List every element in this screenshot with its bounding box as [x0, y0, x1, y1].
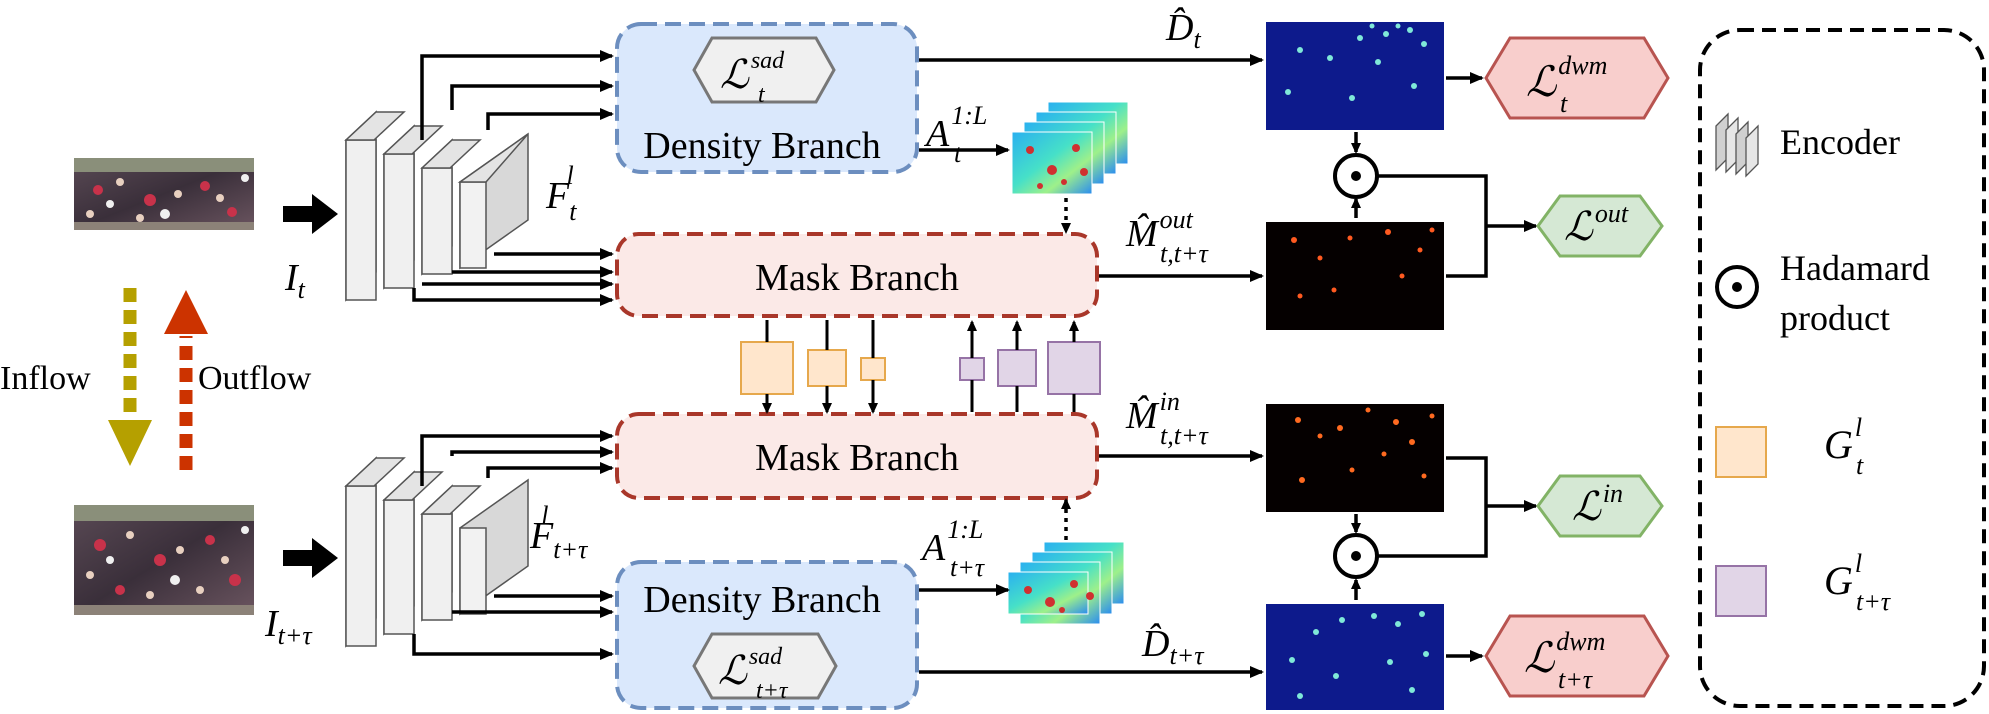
inflow-arrow	[108, 288, 152, 466]
bottom-input-label: It+τ	[264, 603, 313, 650]
density-map-bottom	[1266, 604, 1444, 710]
merge-to-out-loss	[1377, 174, 1538, 278]
legend: Encoder Hadamard product Gl t Gl t+τ	[1698, 28, 1986, 708]
bottom-feature-label: Ft+τl	[529, 501, 589, 564]
inflow-mask-map	[1266, 404, 1444, 512]
inflow-label: Inflow	[0, 360, 91, 397]
outflow-mask-map	[1266, 222, 1444, 330]
attention-map-bottom	[1007, 541, 1125, 625]
inflow-mask-label: M̂in t,t+τ	[1125, 387, 1209, 450]
sad-loss-top: ℒsad t	[692, 36, 836, 108]
bottom-encoder-to-mask-arrows	[420, 430, 614, 486]
dwm-loss-top: ℒdwm t	[1484, 36, 1670, 120]
legend-g-t-label: Gl t	[1824, 413, 1864, 480]
density-to-dwm-arrows	[1446, 72, 1484, 662]
legend-hadamard-line2: product	[1780, 298, 1890, 338]
attention-map-top	[1011, 101, 1129, 195]
bottom-encoder-to-density-arrows	[412, 590, 614, 660]
mask-branch-bottom-label: Mask Branch	[755, 437, 959, 479]
top-encoder	[344, 110, 529, 302]
density-branch-bottom-label: Density Branch	[643, 579, 880, 621]
outflow-mask-label: M̂out t,t+τ	[1125, 205, 1209, 268]
attention-top-label: A1:L t	[923, 101, 987, 168]
out-loss: ℒout	[1536, 194, 1664, 258]
merge-to-in-loss	[1377, 456, 1538, 558]
g-t-down-arrows	[762, 320, 878, 414]
g-ttau-blocks	[959, 341, 1101, 395]
hadamard-bottom	[1333, 533, 1379, 579]
legend-g-t-swatch	[1715, 426, 1767, 478]
mask-branch-top: Mask Branch	[615, 232, 1099, 318]
top-encoder-to-mask-arrows	[412, 248, 614, 306]
legend-hadamard-line1: Hadamard	[1780, 248, 1930, 288]
top-input-arrow	[283, 194, 338, 234]
dwm-loss-bottom: ℒdwm t+τ	[1484, 614, 1670, 698]
bottom-input-image	[74, 505, 254, 615]
hadamard-legend-icon	[1715, 265, 1759, 309]
in-loss: ℒin	[1536, 474, 1664, 538]
top-feature-label: Ftl	[545, 161, 577, 226]
outflow-arrow	[164, 290, 208, 470]
svg-text:ℒin: ℒin	[1572, 479, 1623, 529]
mask-branch-bottom: Mask Branch	[615, 412, 1099, 500]
density-branch-top-label: Density Branch	[643, 125, 880, 167]
legend-g-ttau-swatch	[1715, 565, 1767, 617]
top-encoder-to-density-arrows	[420, 50, 614, 140]
density-bottom-label: D̂t+τ	[1141, 623, 1205, 670]
sad-loss-bottom: ℒsad t+τ	[692, 632, 838, 704]
mask-branch-top-label: Mask Branch	[755, 257, 959, 299]
bottom-encoder	[344, 456, 529, 648]
svg-text:ℒout: ℒout	[1564, 199, 1629, 249]
top-input-label: It	[284, 257, 306, 304]
encoder-legend-icon	[1715, 112, 1759, 178]
density-top-label: D̂t	[1165, 7, 1201, 54]
outflow-label: Outflow	[198, 360, 312, 397]
attention-bottom-label: A1:L t+τ	[919, 515, 986, 582]
top-input-image	[74, 158, 254, 230]
legend-g-ttau-label: Gl t+τ	[1824, 549, 1892, 616]
legend-encoder-label: Encoder	[1780, 122, 1900, 162]
density-map-top	[1266, 22, 1444, 130]
hadamard-top	[1333, 153, 1379, 199]
branch-to-output-arrows	[919, 54, 1264, 678]
bottom-input-arrow	[283, 538, 338, 578]
g-ttau-up-arrows	[967, 320, 1079, 412]
g-t-blocks	[740, 341, 886, 395]
